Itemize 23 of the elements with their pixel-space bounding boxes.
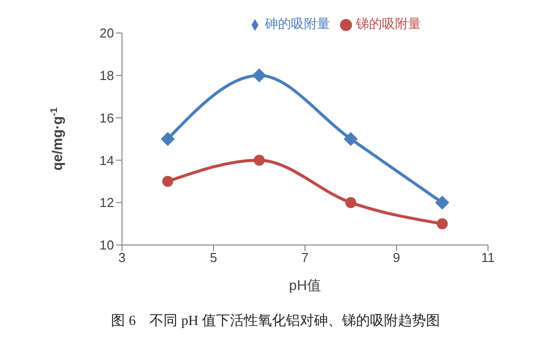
y-tick-label: 16 [100,110,114,126]
x-tick-label: 3 [118,250,126,266]
y-tick-label: 12 [100,195,114,210]
x-tick-label: 9 [392,250,400,266]
y-tick-label: 10 [100,238,114,253]
x-axis-title: pH值 [289,276,321,293]
legend-label: 砷的吸附量 [265,16,330,31]
y-tick-label: 20 [100,26,114,41]
point [344,132,358,146]
x-tick-label: 11 [481,250,495,266]
point [436,218,448,230]
legend-label: 锑的吸附量 [356,16,421,31]
point [435,196,450,210]
point [160,132,175,146]
point [345,197,356,208]
caption: 图 6 不同 pH 值下活性氧化铝对砷、锑的吸附趋势图 [110,312,441,330]
point [162,176,174,187]
y-tick-label: 14 [100,152,114,168]
point [254,154,265,166]
y-tick-label: 18 [100,68,114,84]
x-tick-label: 7 [301,250,309,266]
point [252,68,266,82]
x-tick-label: 5 [210,250,218,266]
